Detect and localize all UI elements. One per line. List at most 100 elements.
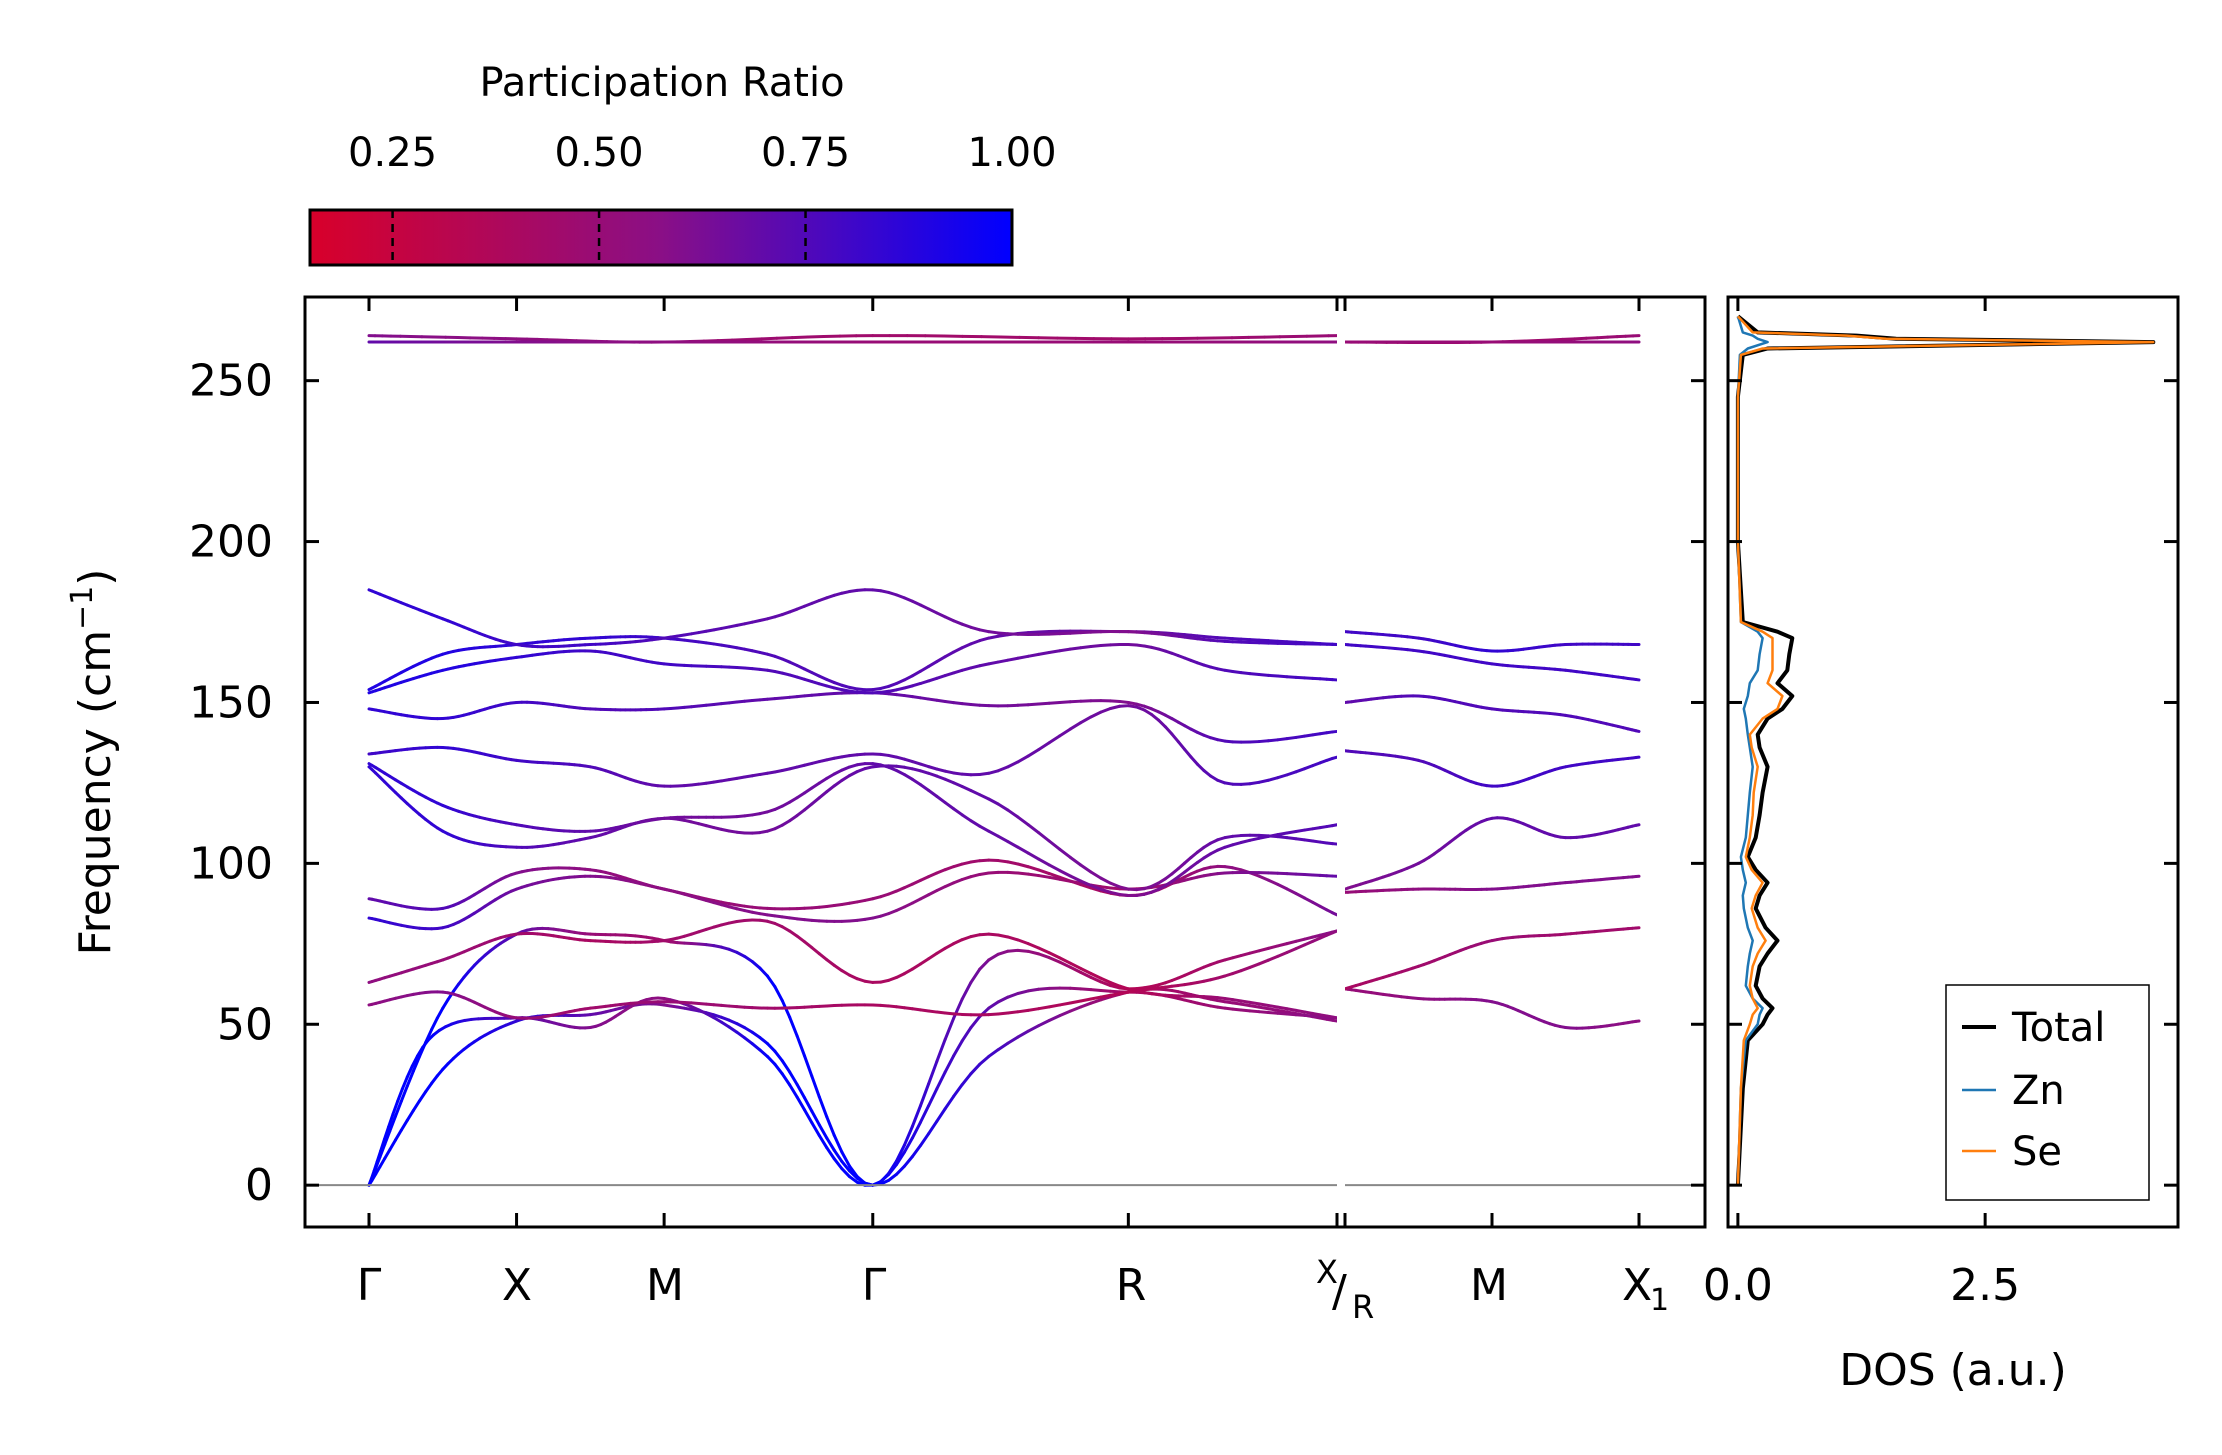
band-seg2-2 <box>1343 926 1641 991</box>
band-segment <box>1330 755 1339 760</box>
band-segment <box>1079 644 1093 650</box>
band-segment <box>1047 649 1062 655</box>
band-segment <box>825 784 836 794</box>
band-segment <box>1058 960 1072 969</box>
path-break-gap <box>1337 298 1345 1226</box>
band-lines <box>367 334 1641 1187</box>
band-segment <box>996 802 1010 812</box>
band-segment <box>927 660 939 668</box>
band-segment <box>978 628 991 634</box>
band-segment <box>1257 739 1270 744</box>
band-segment <box>1266 639 1280 643</box>
band-segment <box>1089 998 1103 1005</box>
band-segment <box>825 1146 836 1161</box>
band-flat-1 <box>367 334 1339 344</box>
band-segment <box>969 872 982 879</box>
band-segment <box>1257 1005 1270 1011</box>
colorbar-tick-label: 0.50 <box>555 130 644 176</box>
band-segment <box>978 771 991 776</box>
band-segment <box>918 957 931 966</box>
band-segment <box>773 1062 784 1076</box>
band-segment <box>987 1000 1000 1010</box>
band-segment <box>1089 995 1103 1001</box>
band-segment <box>1099 643 1112 648</box>
band-segment <box>952 807 964 817</box>
band-segment <box>1058 1001 1072 1007</box>
band-segment <box>1276 1011 1289 1016</box>
band-segment <box>1276 942 1289 948</box>
band-segment <box>388 1114 397 1133</box>
band-segment <box>927 889 939 897</box>
band-segment <box>978 1054 991 1066</box>
band-segment <box>393 1128 403 1142</box>
band-optic-high-2 <box>367 691 1339 744</box>
band-segment <box>894 1143 906 1163</box>
band-optic-low-2 <box>367 918 1339 1020</box>
band-segment <box>902 1155 914 1168</box>
band-optic-top <box>367 588 1339 649</box>
band-segment <box>1068 631 1083 635</box>
colorbar-tick-label: 0.75 <box>761 130 850 176</box>
band-segment <box>1239 965 1252 973</box>
band-segment <box>1285 1012 1298 1017</box>
band-segment <box>743 954 754 964</box>
band-segment <box>727 1025 739 1034</box>
x-tick-slash: / <box>1332 1266 1347 1317</box>
band-segment <box>1026 1007 1041 1012</box>
band-segment <box>1099 885 1112 890</box>
band-segment <box>887 1159 898 1176</box>
band-segment <box>910 1144 922 1159</box>
band-segment <box>1276 1008 1289 1014</box>
band-segment <box>1037 701 1051 706</box>
x-tick-x1-base: X <box>1622 1260 1652 1311</box>
band-segment <box>969 625 982 632</box>
band-segment <box>817 1133 829 1150</box>
band-segment <box>788 814 799 823</box>
band-seg2-4 <box>1343 816 1641 891</box>
band-segment <box>952 1039 964 1058</box>
band-segment <box>887 1172 898 1182</box>
band-segment <box>960 935 973 942</box>
band-segment <box>1584 336 1599 340</box>
band-segment <box>716 338 734 343</box>
band-segment <box>424 1081 434 1094</box>
colorbar-title: Participation Ratio <box>479 60 844 106</box>
band-segment <box>1006 656 1020 662</box>
band-segment <box>1068 879 1083 885</box>
band-segment <box>719 1020 731 1029</box>
band-segment <box>400 1075 409 1091</box>
band-segment <box>750 1030 762 1040</box>
band-segment <box>1089 975 1103 984</box>
band-segment <box>1079 883 1093 890</box>
band-segment <box>1099 993 1112 999</box>
band-segment <box>810 946 821 956</box>
band-segment <box>1276 882 1289 891</box>
band-segment <box>430 1016 439 1032</box>
band-segment <box>987 932 1000 937</box>
band-segment <box>817 1095 829 1119</box>
band-segment <box>1026 949 1041 956</box>
band-segment <box>1099 887 1112 894</box>
band-segment <box>1150 713 1161 722</box>
band-segment <box>1058 647 1072 653</box>
band-segment <box>1285 735 1298 741</box>
band-segment <box>987 829 1000 838</box>
band-segment <box>1248 780 1261 786</box>
band-segment <box>370 1166 378 1180</box>
band-segment <box>1099 989 1112 993</box>
band-segment <box>987 870 1000 875</box>
band-segment <box>1266 1003 1280 1009</box>
legend-label-zn: Zn <box>2012 1068 2065 1114</box>
x-tick-x1: X 1 <box>1622 1260 1669 1318</box>
band-segment <box>1016 871 1030 876</box>
band-segment <box>760 336 779 341</box>
band-acoustic-3 <box>367 926 1339 1187</box>
band-segment <box>1248 638 1261 642</box>
band-segment <box>996 933 1010 939</box>
band-segment <box>943 1054 956 1074</box>
band-segment <box>410 1054 420 1068</box>
band-segment <box>910 669 922 678</box>
band-segment <box>960 1072 973 1087</box>
band-segment <box>1176 740 1187 751</box>
